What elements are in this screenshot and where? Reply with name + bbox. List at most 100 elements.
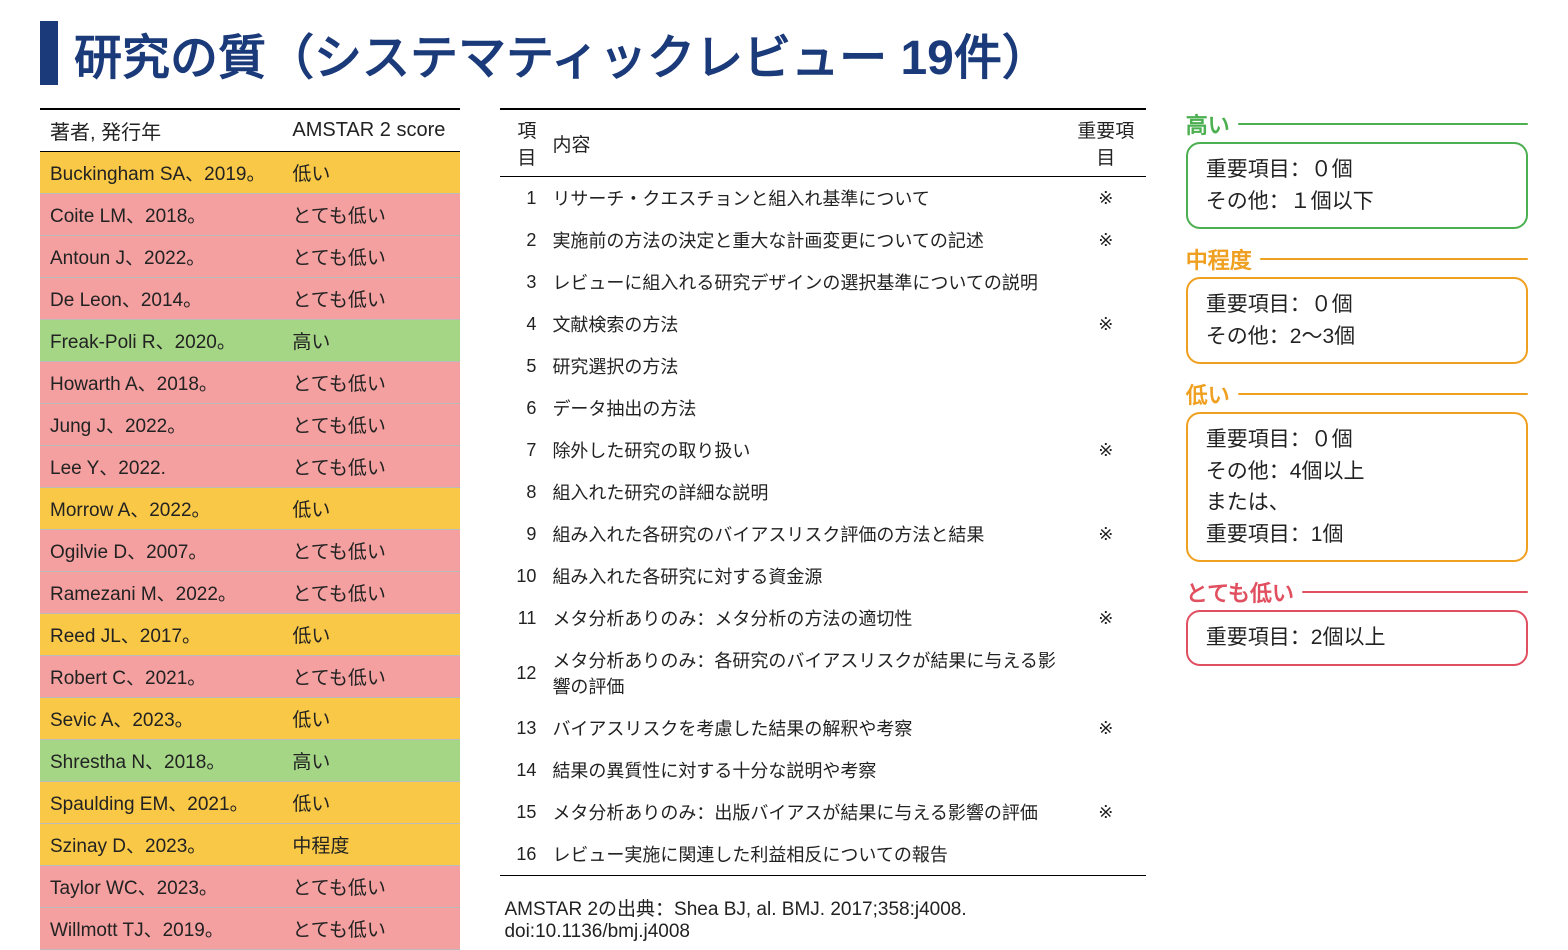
legend-label: とても低い	[1186, 576, 1528, 608]
checklist-cell-desc: 組み入れた各研究に対する資金源	[544, 555, 1065, 597]
checklist-cell-num: 1	[500, 177, 544, 220]
checklist-cell-num: 4	[500, 303, 544, 345]
checklist-row: 4文献検索の方法※	[500, 303, 1145, 345]
legend-box: 重要項目：０個その他：2～3個	[1186, 277, 1528, 364]
scores-header-author: 著者, 発行年	[40, 109, 282, 152]
scores-cell-author: Spaulding EM、2021。	[40, 782, 282, 824]
checklist-cell-mark: ※	[1066, 707, 1146, 749]
scores-cell-author: Taylor WC、2023。	[40, 866, 282, 908]
checklist-cell-num: 12	[500, 639, 544, 707]
page-title-wrap: 研究の質（システマティックレビュー 19件）	[40, 18, 1050, 88]
scores-cell-score: とても低い	[282, 866, 460, 908]
scores-row: Antoun J、2022。とても低い	[40, 236, 460, 278]
checklist-cell-desc: 組み入れた各研究のバイアスリスク評価の方法と結果	[544, 513, 1065, 555]
legend-label-line	[1302, 591, 1528, 593]
legend-label-text: 低い	[1186, 378, 1230, 410]
checklist-cell-desc: 除外した研究の取り扱い	[544, 429, 1065, 471]
scores-table-container: 著者, 発行年 AMSTAR 2 score Buckingham SA、201…	[40, 108, 460, 882]
scores-cell-score: とても低い	[282, 278, 460, 320]
checklist-cell-desc: 文献検索の方法	[544, 303, 1065, 345]
checklist-row: 16レビュー実施に関連した利益相反についての報告	[500, 833, 1145, 876]
scores-cell-author: Freak-Poli R、2020。	[40, 320, 282, 362]
scores-cell-score: 高い	[282, 740, 460, 782]
checklist-row: 7除外した研究の取り扱い※	[500, 429, 1145, 471]
legend-label-text: とても低い	[1186, 576, 1294, 608]
checklist-row: 14結果の異質性に対する十分な説明や考察	[500, 749, 1145, 791]
scores-cell-score: とても低い	[282, 236, 460, 278]
scores-header-score: AMSTAR 2 score	[282, 109, 460, 152]
scores-cell-author: Howarth A、2018。	[40, 362, 282, 404]
checklist-cell-mark: ※	[1066, 791, 1146, 833]
checklist-cell-mark: ※	[1066, 597, 1146, 639]
checklist-cell-desc: リサーチ・クエスチョンと組入れ基準について	[544, 177, 1065, 220]
checklist-cell-mark: ※	[1066, 219, 1146, 261]
scores-cell-author: Willmott TJ、2019。	[40, 908, 282, 950]
scores-cell-author: Reed JL、2017。	[40, 614, 282, 656]
scores-cell-author: De Leon、2014。	[40, 278, 282, 320]
scores-row: Ogilvie D、2007。とても低い	[40, 530, 460, 572]
scores-cell-score: とても低い	[282, 908, 460, 950]
scores-cell-author: Coite LM、2018。	[40, 194, 282, 236]
scores-cell-score: とても低い	[282, 362, 460, 404]
checklist-cell-num: 8	[500, 471, 544, 513]
legend-label-text: 高い	[1186, 108, 1230, 140]
scores-row: Howarth A、2018。とても低い	[40, 362, 460, 404]
scores-row: Szinay D、2023。中程度	[40, 824, 460, 866]
scores-row: Spaulding EM、2021。低い	[40, 782, 460, 824]
checklist-row: 10組み入れた各研究に対する資金源	[500, 555, 1145, 597]
legend-line: 重要項目：1個	[1206, 519, 1508, 551]
scores-cell-score: とても低い	[282, 656, 460, 698]
checklist-row: 5研究選択の方法	[500, 345, 1145, 387]
legend-box: 重要項目：2個以上	[1186, 610, 1528, 666]
checklist-cell-mark	[1066, 471, 1146, 513]
legend-label-text: 中程度	[1186, 243, 1252, 275]
scores-cell-score: とても低い	[282, 530, 460, 572]
checklist-container: 項目 内容 重要項目 1リサーチ・クエスチョンと組入れ基準について※2実施前の方…	[500, 108, 1145, 882]
checklist-cell-mark: ※	[1066, 303, 1146, 345]
checklist-table: 項目 内容 重要項目 1リサーチ・クエスチョンと組入れ基準について※2実施前の方…	[500, 108, 1145, 876]
checklist-cell-num: 7	[500, 429, 544, 471]
scores-cell-author: Ramezani M、2022。	[40, 572, 282, 614]
legend-line: または、	[1206, 487, 1508, 519]
scores-row: Willmott TJ、2019。とても低い	[40, 908, 460, 950]
checklist-cell-mark	[1066, 639, 1146, 707]
scores-row: Freak-Poli R、2020。高い	[40, 320, 460, 362]
legend-box: 重要項目：０個その他：１個以下	[1186, 142, 1528, 229]
checklist-cell-mark	[1066, 749, 1146, 791]
checklist-citation: AMSTAR 2の出典：Shea BJ, al. BMJ. 2017;358:j…	[500, 894, 1145, 943]
checklist-cell-mark	[1066, 261, 1146, 303]
scores-cell-author: Szinay D、2023。	[40, 824, 282, 866]
scores-cell-author: Shrestha N、2018。	[40, 740, 282, 782]
legend-label-line	[1238, 123, 1528, 125]
checklist-cell-desc: 結果の異質性に対する十分な説明や考察	[544, 749, 1065, 791]
scores-row: Robert C、2021。とても低い	[40, 656, 460, 698]
scores-row: Morrow A、2022。低い	[40, 488, 460, 530]
scores-row: Lee Y、2022.とても低い	[40, 446, 460, 488]
scores-cell-score: 高い	[282, 320, 460, 362]
checklist-row: 15メタ分析ありのみ：出版バイアスが結果に与える影響の評価※	[500, 791, 1145, 833]
scores-row: Jung J、2022。とても低い	[40, 404, 460, 446]
checklist-row: 12メタ分析ありのみ：各研究のバイアスリスクが結果に与える影響の評価	[500, 639, 1145, 707]
checklist-cell-desc: メタ分析ありのみ：出版バイアスが結果に与える影響の評価	[544, 791, 1065, 833]
scores-row: Reed JL、2017。低い	[40, 614, 460, 656]
scores-cell-score: とても低い	[282, 194, 460, 236]
legend-line: その他：4個以上	[1206, 456, 1508, 488]
checklist-cell-mark	[1066, 833, 1146, 876]
scores-cell-author: Morrow A、2022。	[40, 488, 282, 530]
checklist-cell-mark	[1066, 555, 1146, 597]
legend-line: 重要項目：０個	[1206, 424, 1508, 456]
checklist-cell-num: 2	[500, 219, 544, 261]
title-accent-bar	[40, 21, 58, 85]
checklist-cell-desc: 組入れた研究の詳細な説明	[544, 471, 1065, 513]
checklist-row: 1リサーチ・クエスチョンと組入れ基準について※	[500, 177, 1145, 220]
checklist-cell-desc: レビューに組入れる研究デザインの選択基準についての説明	[544, 261, 1065, 303]
scores-cell-score: とても低い	[282, 446, 460, 488]
scores-row: Coite LM、2018。とても低い	[40, 194, 460, 236]
checklist-cell-mark	[1066, 345, 1146, 387]
scores-row: De Leon、2014。とても低い	[40, 278, 460, 320]
checklist-row: 2実施前の方法の決定と重大な計画変更についての記述※	[500, 219, 1145, 261]
checklist-row: 9組み入れた各研究のバイアスリスク評価の方法と結果※	[500, 513, 1145, 555]
checklist-cell-desc: レビュー実施に関連した利益相反についての報告	[544, 833, 1065, 876]
checklist-cell-num: 14	[500, 749, 544, 791]
checklist-cell-desc: 実施前の方法の決定と重大な計画変更についての記述	[544, 219, 1065, 261]
